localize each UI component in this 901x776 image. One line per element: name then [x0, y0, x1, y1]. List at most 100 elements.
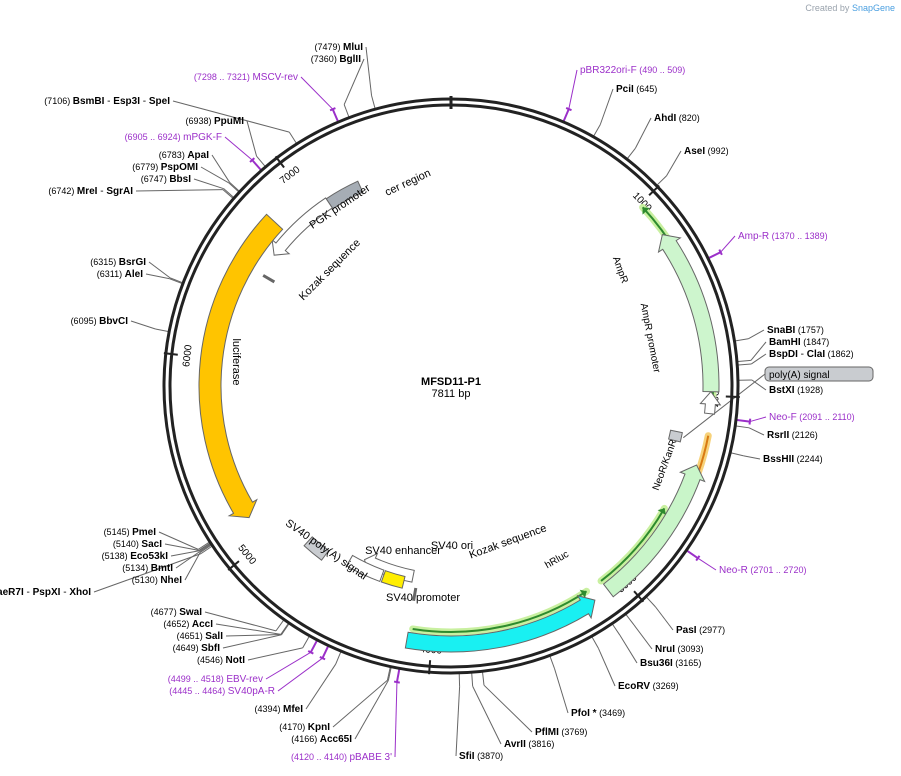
left-site-pmei-13: (5145) PmeI: [104, 527, 157, 538]
feature-sv40-ori-9: [380, 570, 406, 589]
feature-label-neor-kanr-6: NeoR/KanR: [651, 438, 680, 492]
right-site-bamhi-6-pos: (1847): [801, 337, 830, 347]
orf-arrowhead-2: [657, 508, 667, 516]
right-site-nrui-14-stub: [625, 614, 635, 626]
left-site-bbvci-12-leader: [130, 320, 156, 330]
right-site-ecorv-16-leader: [598, 648, 616, 687]
left-site-alei-11: (6311) AleI: [97, 269, 143, 280]
right-site-neo-r-12-bar: [695, 555, 701, 562]
site-labels: (7479) MluI(7360) BglII (7298 .. 7321) MS…: [0, 42, 855, 763]
backbone: [162, 96, 740, 675]
left-site-eco53ki-15-leader: [170, 550, 200, 557]
right-site-amp-r-4-stub: [708, 251, 722, 259]
scale-label-6000: 6000: [181, 344, 195, 368]
left-site-saci-14: (5140) SacI: [113, 539, 162, 550]
left-site-eco53ki-15-name: Eco53kI: [130, 551, 168, 562]
left-site-bglii-1-leader: [343, 58, 365, 105]
left-site-swai-19-name: SwaI: [179, 607, 202, 618]
right-site-pbr322ori-f-0-pos: (490 .. 509): [637, 65, 686, 75]
left-site-sali-21-name: SalI: [205, 631, 223, 642]
feature-ampr-promoter-4: [699, 390, 722, 415]
right-site-nrui-14-leader: [633, 624, 653, 650]
right-site-asei-3-leader: [666, 150, 682, 177]
right-site-avrii-19-name: AvrII: [504, 739, 526, 750]
left-site-bglii-1: (7360) BglII: [311, 54, 361, 65]
left-site-mrei-9-stub: [222, 189, 234, 199]
left-site-mpgk-f-5-stub: [251, 159, 262, 171]
left-site-apai-6-name: ApaI: [187, 150, 209, 161]
right-site-bamhi-6-stub: [737, 359, 751, 363]
left-site-acc65i-28-pos: (4166): [291, 734, 320, 744]
left-site-nhei-17-stub: [199, 544, 212, 553]
left-site-mscv-rev-2-name: MSCV-rev: [252, 72, 298, 83]
left-site-bsmbi-3-extra-0: Esp3I: [113, 96, 140, 107]
left-site-bmti-16-stub: [199, 544, 211, 553]
left-site-pbabe-3-29-stub: [395, 669, 401, 683]
right-site-asei-3-pos: (992): [705, 146, 729, 156]
left-site-ppumi-4-name: PpuMI: [214, 116, 244, 127]
left-site-ebv-rev-24-leader: [265, 651, 312, 680]
right-site-ahdi-2-leader: [635, 117, 652, 149]
feature-label-kozak-sequence-11: Kozak sequence: [468, 522, 549, 561]
right-site-amp-r-4-pos: (1370 .. 1389): [769, 231, 828, 241]
left-site-ppumi-4-leader: [246, 120, 258, 157]
left-site-mpgk-f-5-leader: [224, 136, 253, 161]
right-site-neo-r-12-stub: [686, 549, 699, 560]
right-site-nrui-14-pos: (3093): [675, 644, 704, 654]
left-site-paer7i-18-extra-1: XhoI: [69, 587, 91, 598]
left-site-pbabe-3-29-pos: (4120 .. 4140): [291, 752, 350, 762]
left-site-mrei-9-sep-0: -: [97, 186, 106, 197]
feature-label-ampr-3: AmpR: [610, 255, 630, 285]
right-site-pfoi-17-leader: [554, 668, 569, 714]
left-site-bglii-1-name: BglII: [339, 54, 361, 65]
left-site-pmei-13-stub: [197, 541, 210, 550]
left-site-swai-19: (4677) SwaI: [151, 607, 203, 618]
left-site-bsrgi-10: (6315) BsrGI: [90, 257, 146, 268]
left-site-sv40pa-r-25-pos: (4445 .. 4464): [169, 686, 228, 696]
left-site-mpgk-f-5: (6905 .. 6924) mPGK-F: [125, 132, 222, 143]
feature-label-kozak-sequence-2: Kozak sequence: [297, 237, 363, 303]
left-site-eco53ki-15: (5138) Eco53kI: [102, 551, 169, 562]
feature-label-hrluc-7: hRluc: [543, 549, 571, 571]
left-site-acc65i-28-leader: [354, 680, 389, 740]
credit-prefix: Created by: [805, 3, 850, 13]
left-site-swai-19-leader: [204, 611, 277, 632]
right-site-sfii-20-name: SfiI: [459, 751, 475, 762]
left-site-bsmbi-3: (7106) BsmBI - Esp3I - SpeI: [44, 96, 170, 107]
left-site-acc65i-28-name: Acc65I: [320, 734, 352, 745]
right-site-pcii-1-stub: [593, 124, 601, 137]
left-site-paer7i-18: (5124) PaeR7I - PspXI - XhoI: [0, 587, 91, 598]
right-site-pfoi-17-name: PfoI *: [571, 708, 597, 719]
left-site-apai-6-leader: [211, 154, 230, 183]
right-site-sfii-20-pos: (3870): [475, 751, 504, 761]
right-site-bstxi-8-pos: (1928): [795, 385, 824, 395]
left-site-paer7i-18-extra-0: PspXI: [33, 587, 61, 598]
left-site-nhei-17-leader: [184, 552, 201, 581]
left-site-mpgk-f-5-name: mPGK-F: [183, 132, 222, 143]
orf-arrowhead-0: [642, 207, 650, 215]
right-site-nrui-14-name: NruI: [655, 644, 675, 655]
left-site-pbabe-3-29: (4120 .. 4140) pBABE 3': [291, 752, 392, 763]
left-site-bsmbi-3-name: BsmBI: [73, 96, 105, 107]
feature-label-sv40-poly-a-signal-12: SV40 poly(A) signal: [283, 517, 369, 582]
left-site-sbfi-22: (4649) SbfI: [173, 643, 221, 654]
left-site-bglii-1-stub: [343, 104, 350, 117]
scale-tick-7000: [274, 155, 285, 169]
left-site-mfei-26-pos: (4394): [254, 704, 283, 714]
right-site-bsshii-11-name: BssHII: [763, 454, 794, 465]
right-site-pflmi-18-pos: (3769): [559, 727, 588, 737]
left-site-mfei-26: (4394) MfeI: [254, 704, 303, 715]
right-site-rsrii-10-stub: [736, 425, 750, 429]
left-site-bsmbi-3-leader: [172, 100, 290, 133]
right-site-pbr322ori-f-0-bar: [565, 106, 572, 112]
plasmid-length: 7811 bp: [432, 388, 471, 400]
right-site-amp-r-4: Amp-R (1370 .. 1389): [738, 231, 828, 242]
left-site-alei-11-pos: (6311): [97, 269, 125, 279]
right-site-pflmi-18-stub: [482, 672, 485, 686]
right-site-pbr322ori-f-0-leader: [568, 69, 578, 110]
feature-cer-region-0: [325, 180, 364, 210]
left-site-bbsi-8-stub: [223, 188, 234, 198]
left-site-mlui-0-stub: [371, 95, 376, 109]
left-site-paer7i-18-sep-1: -: [60, 587, 69, 598]
left-site-bsrgi-10-pos: (6315): [90, 257, 119, 267]
